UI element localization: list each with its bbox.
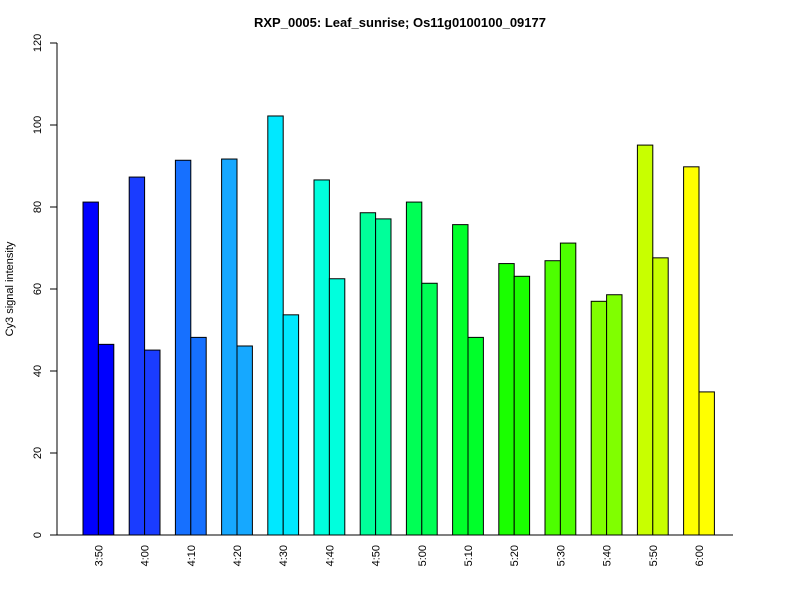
x-tick-label: 3:50 [93,545,105,566]
bar-420-s2 [236,345,253,536]
bar-450-s2 [375,218,392,536]
bar-400-s1 [128,176,146,536]
bar-540-s1 [590,300,608,536]
y-tick-label: 100 [32,116,44,134]
bar-510-s2 [467,336,484,536]
bar-600-s2 [698,391,715,536]
x-tick-label: 5:40 [602,545,614,566]
x-tick-label: 5:10 [463,545,475,566]
bar-500-s2 [421,282,438,536]
x-tick-label: 5:00 [417,545,429,566]
bar-430-s2 [282,314,300,536]
bar-420-s1 [221,158,238,536]
x-tick-label: 4:50 [371,545,383,566]
bars-group [82,115,715,536]
bar-530-s1 [544,260,561,536]
bar-520-s2 [513,275,531,536]
bar-600-s1 [683,166,700,536]
x-tick-label: 4:20 [232,545,244,566]
bar-430-s1 [267,115,284,536]
y-axis: 0 20 40 60 80 100 120 [32,34,58,538]
y-tick-label: 120 [32,34,44,52]
x-tick-label: 4:00 [140,545,152,566]
bar-550-s1 [636,144,654,536]
bar-510-s1 [452,224,469,536]
bar-500-s1 [405,201,423,536]
bar-530-s2 [559,242,577,536]
bar-350-s2 [97,343,115,536]
y-axis-label: Cy3 signal intensity [4,241,16,336]
bar-410-s2 [190,336,207,536]
bar-350-s1 [82,201,99,536]
y-tick-label: 80 [32,201,44,213]
y-tick-label: 40 [32,365,44,377]
x-tick-label: 4:10 [186,545,198,566]
x-tick-label: 5:50 [648,545,660,566]
x-tick-label: 4:30 [278,545,290,566]
bar-440-s2 [328,278,346,536]
bar-400-s2 [144,349,161,536]
chart-title: RXP_0005: Leaf_sunrise; Os11g0100100_091… [254,15,546,30]
y-tick-label: 0 [32,532,44,538]
x-tick-label: 6:00 [694,545,706,566]
bar-450-s1 [359,212,377,536]
y-tick-label: 60 [32,283,44,295]
bar-440-s1 [313,179,330,536]
bar-520-s1 [498,263,515,536]
x-tick-label: 4:40 [324,545,336,566]
bar-410-s1 [174,159,192,536]
x-tick-label: 5:30 [555,545,567,566]
y-tick-label: 20 [32,447,44,459]
bar-550-s2 [652,257,669,536]
x-tick-label: 5:20 [509,545,521,566]
bar-540-s2 [606,294,623,536]
x-axis: 3:50 4:00 4:10 4:20 4:30 4:40 4:50 5:00 5:10 5:20… [57,534,733,566]
